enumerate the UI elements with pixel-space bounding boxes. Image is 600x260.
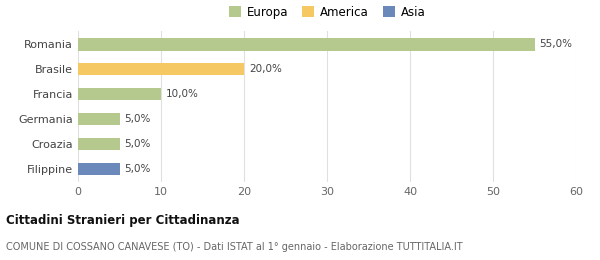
Bar <box>78 63 244 75</box>
Legend: Europa, America, Asia: Europa, America, Asia <box>225 2 429 22</box>
Bar <box>78 113 119 125</box>
Text: 20,0%: 20,0% <box>249 64 282 74</box>
Bar <box>78 163 119 175</box>
Text: 5,0%: 5,0% <box>124 139 151 149</box>
Bar <box>78 88 161 100</box>
Bar <box>78 138 119 150</box>
Text: 5,0%: 5,0% <box>124 164 151 174</box>
Bar <box>78 38 535 50</box>
Text: 10,0%: 10,0% <box>166 89 199 99</box>
Text: COMUNE DI COSSANO CANAVESE (TO) - Dati ISTAT al 1° gennaio - Elaborazione TUTTIT: COMUNE DI COSSANO CANAVESE (TO) - Dati I… <box>6 242 463 252</box>
Text: 55,0%: 55,0% <box>539 39 572 49</box>
Text: 5,0%: 5,0% <box>124 114 151 124</box>
Text: Cittadini Stranieri per Cittadinanza: Cittadini Stranieri per Cittadinanza <box>6 214 239 227</box>
